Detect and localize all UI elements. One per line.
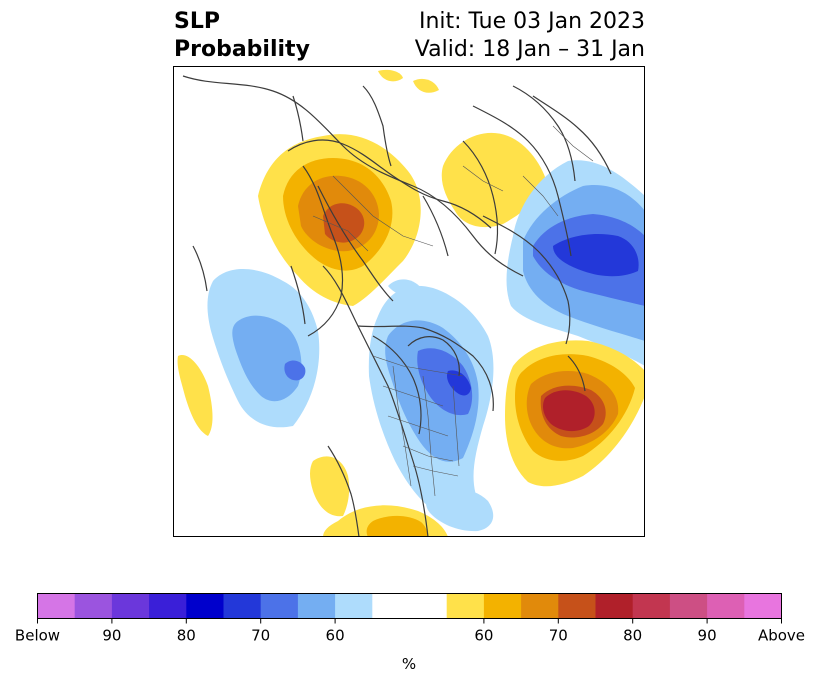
colorbar-swatch: [335, 593, 373, 619]
colorbar-swatch: [260, 593, 299, 619]
colorbar-swatch: [37, 593, 76, 619]
colorbar-tick-label: 70: [549, 627, 568, 645]
colorbar-swatch: [111, 593, 150, 619]
colorbar-swatch: [409, 593, 448, 619]
map-title: SLP Probability: [174, 8, 310, 64]
colorbar-tick-label: 60: [474, 627, 493, 645]
map-dates: Init: Tue 03 Jan 2023 Valid: 18 Jan – 31…: [415, 8, 645, 64]
colorbar-swatch: [558, 593, 596, 619]
valid-period: Valid: 18 Jan – 31 Jan: [414, 37, 645, 62]
colorbar-tick-label: 70: [251, 627, 270, 645]
colorbar-swatch: [744, 593, 782, 619]
colorbar-swatch: [149, 593, 187, 619]
south-below-anomaly: [426, 489, 494, 532]
colorbar-swatches: [37, 593, 782, 619]
colorbar-swatch: [223, 593, 262, 619]
colorbar-ticks: Below 90 80 70 60 60 70 80 90 Above: [15, 618, 805, 645]
colorbar-tick-label: 90: [102, 627, 121, 645]
colorbar-swatch: [707, 593, 745, 619]
colorbar-tick-label: Below: [15, 627, 60, 645]
atlantic-above-anomaly: [505, 340, 645, 487]
colorbar-swatch: [446, 593, 485, 619]
colorbar-swatch: [297, 593, 336, 619]
init-date: Init: Tue 03 Jan 2023: [418, 9, 645, 34]
colorbar-tick-label: 90: [698, 627, 717, 645]
coastlines: [182, 75, 612, 537]
pacific-below-anomaly: [207, 268, 320, 428]
colorbar: Below 90 80 70 60 60 70 80 90 Above %: [15, 593, 805, 673]
colorbar-swatch: [372, 593, 410, 619]
colorbar-tick-label: 60: [326, 627, 345, 645]
colorbar-swatch: [483, 593, 522, 619]
north-america-below-anomaly: [368, 279, 494, 522]
colorbar-swatch: [186, 593, 224, 619]
political-borders: [312, 125, 594, 497]
probability-map: [173, 66, 645, 537]
southern-above-anomaly: [177, 355, 448, 537]
europe-below-anomaly: [506, 160, 645, 366]
europe-above-anomaly: [378, 69, 548, 228]
colorbar-tick-label: 80: [177, 627, 196, 645]
siberia-above-anomaly: [258, 134, 421, 306]
colorbar-tick-label: Above: [758, 627, 805, 645]
edge-gap: [173, 281, 179, 319]
colorbar-swatch: [595, 593, 634, 619]
colorbar-swatch: [669, 593, 708, 619]
title-variable: SLP: [174, 9, 220, 34]
colorbar-swatch: [521, 593, 559, 619]
colorbar-tick-label: 80: [623, 627, 642, 645]
title-type: Probability: [174, 37, 310, 62]
colorbar-swatch: [632, 593, 671, 619]
colorbar-swatch: [74, 593, 113, 619]
colorbar-unit-label: %: [402, 655, 416, 673]
